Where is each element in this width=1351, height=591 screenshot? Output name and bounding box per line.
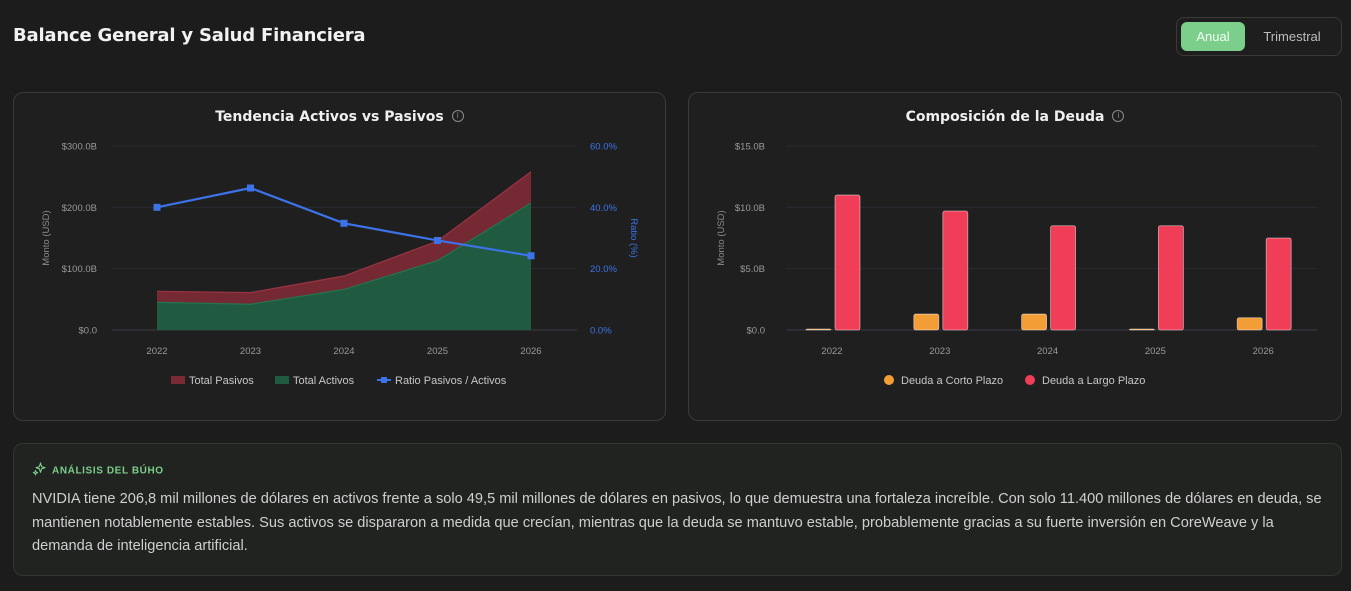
- legend-label: Total Activos: [293, 375, 355, 387]
- long-debt-bar: [1157, 225, 1184, 331]
- analysis-panel: ANÁLISIS DEL BÚHO NVIDIA tiene 206,8 mil…: [13, 443, 1342, 576]
- y-tick-label: $0.0: [79, 326, 98, 337]
- debt-composition-card: Composición de la Deuda i $0.0 $5.0B $10.0B…: [688, 92, 1342, 421]
- y-tick-label: $0.0: [747, 326, 766, 337]
- y-tick-label: $100.0B: [62, 264, 97, 275]
- legend-marker: [381, 377, 387, 383]
- debt-composition-chart: $0.0 $5.0B $10.0B $15.0B 2022 2023 2024 2025 202…: [716, 142, 1317, 387]
- y2-tick-label: 0.0%: [590, 326, 612, 337]
- y2-tick-label: 60.0%: [590, 142, 617, 153]
- y-tick-label: $15.0B: [735, 142, 765, 153]
- page-title: Balance General y Salud Financiera: [13, 25, 366, 46]
- x-tick-label: 2025: [1145, 346, 1166, 357]
- y-axis-label: Monto (USD): [41, 210, 52, 265]
- y-tick-label: $10.0B: [735, 203, 765, 214]
- short-debt-bar: [913, 313, 940, 331]
- x-tick-label: 2026: [1253, 346, 1274, 357]
- ratio-point: [434, 236, 441, 244]
- y-tick-label: $200.0B: [62, 203, 97, 214]
- short-debt-bar: [1236, 317, 1263, 331]
- long-debt-bar: [834, 194, 861, 331]
- analysis-heading: ANÁLISIS DEL BÚHO: [32, 462, 164, 480]
- ratio-point: [247, 184, 254, 192]
- x-tick-label: 2026: [520, 346, 541, 357]
- x-tick-label: 2025: [427, 346, 448, 357]
- short-debt-bar: [805, 328, 832, 331]
- x-tick-label: 2024: [333, 346, 354, 357]
- legend-swatch: [1025, 375, 1035, 385]
- toggle-trimestral[interactable]: Trimestral: [1263, 29, 1321, 44]
- legend-label: Deuda a Largo Plazo: [1042, 375, 1145, 387]
- y2-tick-label: 40.0%: [590, 203, 617, 214]
- assets-liabilities-title-text: Tendencia Activos vs Pasivos: [215, 109, 444, 125]
- ratio-point: [340, 219, 348, 227]
- info-icon[interactable]: i: [451, 110, 464, 122]
- assets-liabilities-chart: $0.0 0.0% $100.0B 20.0% $200.0B 40.0% $300.0B 6…: [41, 142, 639, 388]
- toggle-anual[interactable]: Anual: [1181, 22, 1245, 51]
- info-icon[interactable]: i: [1112, 110, 1125, 122]
- x-tick-label: 2023: [240, 346, 261, 357]
- legend-swatch: [884, 375, 894, 385]
- short-debt-bar: [1021, 313, 1048, 331]
- debt-composition-title: Composición de la Deuda i: [689, 109, 1341, 125]
- y-tick-label: $300.0B: [62, 142, 97, 153]
- y-axis-label: Monto (USD): [716, 210, 727, 265]
- long-debt-bar: [1050, 225, 1077, 331]
- period-toggle: Anual Trimestral: [1176, 17, 1342, 56]
- long-debt-bar: [942, 210, 969, 331]
- x-tick-label: 2023: [929, 346, 950, 357]
- debt-composition-title-text: Composición de la Deuda: [905, 109, 1105, 125]
- analysis-text: NVIDIA tiene 206,8 mil millones de dólar…: [32, 491, 1322, 554]
- sparkle-icon: [32, 461, 48, 479]
- assets-area: [157, 203, 531, 330]
- short-debt-bar: [1128, 328, 1155, 331]
- y2-tick-label: 20.0%: [590, 264, 617, 275]
- y-tick-label: $5.0B: [740, 264, 765, 275]
- liabilities-line: [156, 171, 532, 294]
- x-tick-label: 2022: [821, 346, 842, 357]
- legend-label: Ratio Pasivos / Activos: [395, 375, 507, 387]
- long-debt-bar: [1265, 237, 1292, 331]
- analysis-heading-text: ANÁLISIS DEL BÚHO: [52, 465, 164, 477]
- x-tick-label: 2022: [146, 346, 167, 357]
- y2-axis-label: Ratio (%): [628, 218, 639, 258]
- assets-liabilities-card: Tendencia Activos vs Pasivos i $0.0 0.0% $1…: [13, 92, 666, 421]
- x-tick-label: 2024: [1037, 346, 1058, 357]
- ratio-point: [527, 252, 535, 260]
- legend-label: Total Pasivos: [189, 375, 254, 387]
- assets-line: [156, 202, 532, 305]
- legend-swatch: [275, 376, 289, 384]
- legend-label: Deuda a Corto Plazo: [901, 375, 1003, 387]
- legend-swatch: [171, 376, 185, 384]
- ratio-point: [153, 203, 161, 211]
- assets-liabilities-title: Tendencia Activos vs Pasivos i: [14, 109, 665, 125]
